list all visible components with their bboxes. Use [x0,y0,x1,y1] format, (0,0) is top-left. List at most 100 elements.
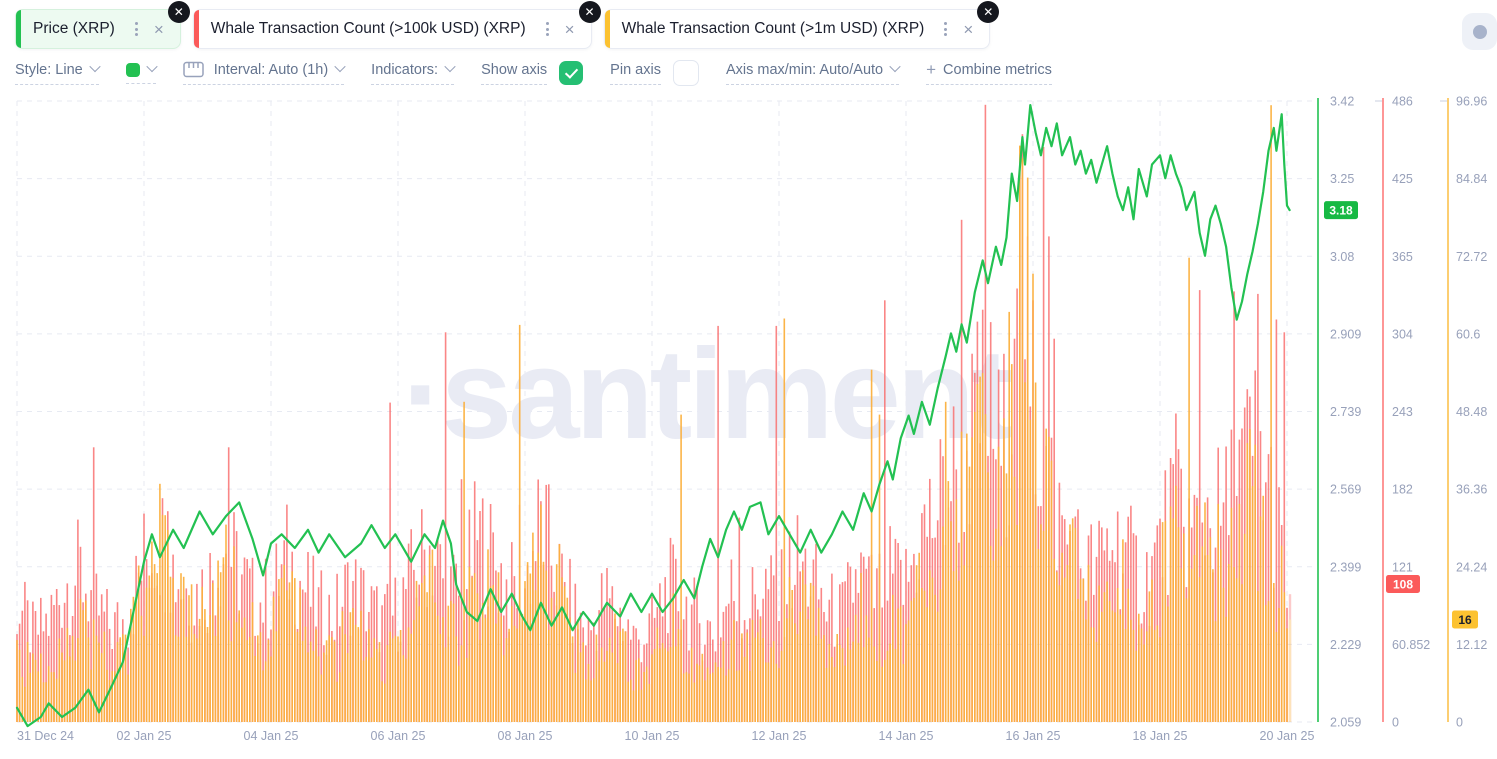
svg-text:425: 425 [1392,172,1413,186]
svg-text:04 Jan 25: 04 Jan 25 [244,729,299,743]
last-value-badge: 108 [1386,575,1420,593]
tab-whale-100k[interactable]: Whale Transaction Count (>100k USD) (XRP… [192,1,601,49]
svg-text:31 Dec 24: 31 Dec 24 [17,729,74,743]
show-axis-checkbox[interactable] [559,61,584,85]
svg-text:84.84: 84.84 [1456,172,1487,186]
svg-text:24.24: 24.24 [1456,560,1487,574]
chevron-down-icon [889,60,901,72]
remove-metric-badge[interactable]: ✕ [167,1,190,23]
tab-whale-1m[interactable]: Whale Transaction Count (>1m USD) (XRP) … [603,1,1000,49]
metric-color-bar [16,10,21,48]
kebab-menu-icon[interactable] [131,20,142,38]
remove-metric-badge[interactable]: ✕ [578,1,601,23]
chevron-down-icon [334,60,346,72]
close-icon: ✕ [173,5,184,19]
show-axis-control: Show axis [481,61,584,85]
chevron-down-icon [89,60,101,72]
interval-ruler-icon [182,61,204,78]
combine-metrics-label: Combine metrics [943,61,1052,78]
svg-text:108: 108 [1393,578,1413,592]
chart-settings-button[interactable] [1462,13,1497,50]
svg-text:14 Jan 25: 14 Jan 25 [879,729,934,743]
price-line [15,103,1291,728]
close-icon[interactable]: × [153,19,164,39]
svg-text:2.909: 2.909 [1330,327,1361,341]
svg-text:121: 121 [1392,560,1413,574]
svg-text:02 Jan 25: 02 Jan 25 [117,729,172,743]
current-hour-bar [1288,594,1292,722]
tab-label: Whale Transaction Count (>1m USD) (XRP) [621,20,925,37]
last-value-badge: 16 [1452,610,1478,629]
svg-text:72.72: 72.72 [1456,250,1487,264]
tab-label: Price (XRP) [33,20,115,37]
svg-text:365: 365 [1392,250,1413,264]
close-icon[interactable]: × [963,19,974,39]
tab-price-xrp[interactable]: Price (XRP) × ✕ [15,1,190,49]
svg-text:10 Jan 25: 10 Jan 25 [625,729,680,743]
last-value-badge: 3.18 [1324,201,1358,220]
svg-text:16 Jan 25: 16 Jan 25 [1006,729,1061,743]
svg-text:304: 304 [1392,327,1413,341]
indicators-label: Indicators: [371,61,439,78]
tab-label: Whale Transaction Count (>100k USD) (XRP… [210,20,526,37]
style-label: Style: Line [15,61,83,78]
metric-color-bar [193,10,199,48]
svg-text:60.852: 60.852 [1392,638,1430,652]
interval-dropdown[interactable]: Interval: Auto (1h) [182,60,346,85]
watermark: ·santiment [402,323,1013,466]
svg-text:96.96: 96.96 [1456,95,1487,109]
svg-text:18 Jan 25: 18 Jan 25 [1133,729,1188,743]
svg-text:08 Jan 25: 08 Jan 25 [498,729,553,743]
svg-text:20 Jan 25: 20 Jan 25 [1260,729,1315,743]
pin-axis-control: Pin axis [610,60,699,86]
whale-1m-bars [16,105,1288,723]
svg-text:2.229: 2.229 [1330,638,1361,652]
svg-text:12.12: 12.12 [1456,638,1487,652]
dot-icon [1472,24,1487,39]
svg-text:243: 243 [1392,405,1413,419]
svg-text:0: 0 [1392,716,1399,730]
svg-text:2.059: 2.059 [1330,716,1361,730]
svg-text:36.36: 36.36 [1456,483,1487,497]
axis-maxmin-dropdown[interactable]: Axis max/min: Auto/Auto [725,60,901,85]
combine-metrics-button[interactable]: + Combine metrics [926,61,1052,85]
chart-toolbar: Style: Line Interval: Auto (1h) Indicato… [15,60,1052,86]
pin-axis-label: Pin axis [610,62,661,85]
chevron-down-icon [146,60,158,72]
svg-text:12 Jan 25: 12 Jan 25 [752,729,807,743]
svg-text:0: 0 [1456,716,1463,730]
remove-metric-badge[interactable]: ✕ [977,1,1000,23]
metric-color-bar [604,10,610,48]
plus-icon: + [926,60,937,79]
svg-text:60.6: 60.6 [1456,327,1480,341]
svg-text:3.18: 3.18 [1329,204,1353,218]
metric-tabs: Price (XRP) × ✕ Whale Transaction Count … [15,1,1000,49]
close-icon[interactable]: × [564,19,575,39]
chevron-down-icon [444,60,456,72]
style-dropdown[interactable]: Style: Line [15,60,101,85]
svg-text:2.399: 2.399 [1330,560,1361,574]
svg-text:3.25: 3.25 [1330,172,1354,186]
show-axis-label: Show axis [481,62,548,85]
close-icon: ✕ [983,5,994,19]
svg-text:486: 486 [1392,95,1413,109]
axis-maxmin-label: Axis max/min: Auto/Auto [725,61,884,78]
svg-text:16: 16 [1458,613,1472,627]
svg-text:2.569: 2.569 [1330,483,1361,497]
interval-label: Interval: Auto (1h) [213,61,329,78]
kebab-menu-icon[interactable] [542,20,553,38]
metric-color-swatch [125,62,140,77]
svg-text:3.42: 3.42 [1330,95,1354,109]
svg-text:06 Jan 25: 06 Jan 25 [371,729,426,743]
svg-text:48.48: 48.48 [1456,405,1487,419]
metric-color-dropdown[interactable] [125,60,158,84]
kebab-menu-icon[interactable] [940,20,951,38]
svg-text:182: 182 [1392,483,1413,497]
svg-text:3.08: 3.08 [1330,250,1354,264]
svg-text:2.739: 2.739 [1330,405,1361,419]
pin-axis-checkbox[interactable] [672,60,699,86]
indicators-dropdown[interactable]: Indicators: [371,60,456,85]
close-icon: ✕ [584,5,595,19]
